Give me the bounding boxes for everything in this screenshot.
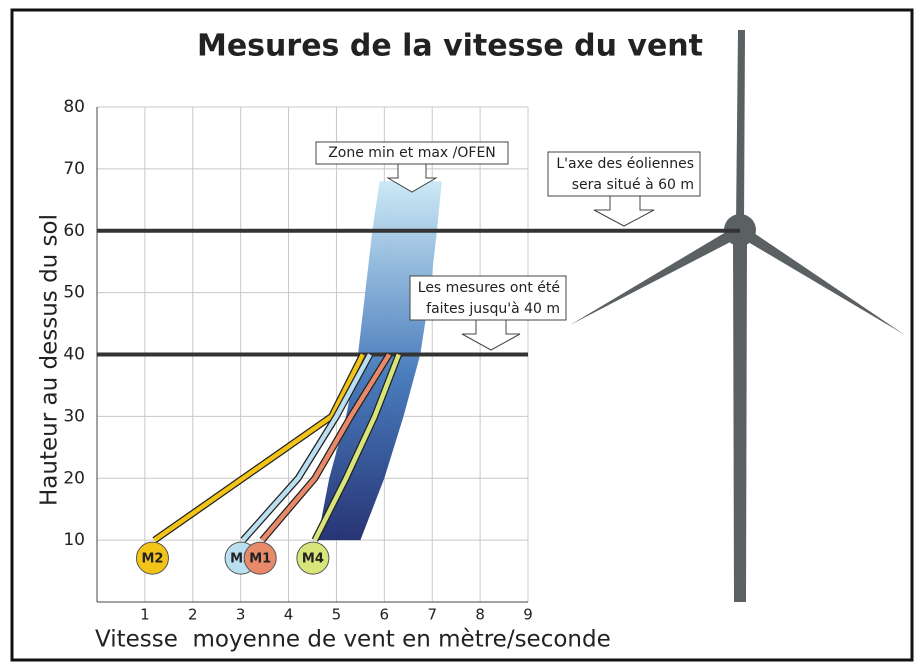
y-tick-label: 30 [63,406,85,426]
x-tick-label: 4 [284,606,294,624]
x-tick-label: 9 [523,606,533,624]
annotation: Zone min et max /OFEN [328,145,496,161]
y-axis-label: Hauteur au dessus du sol [37,214,63,506]
chart-title: Mesures de la vitesse du vent [197,29,703,64]
x-tick-label: 1 [140,606,150,624]
legend-label: M2 [141,552,163,567]
chart: Mesures de la vitesse du vent 1 2 3 4 5 6 7 8 9 1… [0,0,922,663]
annotation: L'axe des éoliennes [556,156,694,172]
x-tick-label: 8 [475,606,485,624]
y-tick-label: 60 [63,221,85,241]
annotation: sera situé à 60 m [572,177,694,193]
y-tick-label: 70 [63,159,85,179]
x-tick-label: 7 [427,606,437,624]
x-axis-label: Vitesse moyenne de vent en mètre/seconde [95,627,611,653]
y-tick-label: 10 [63,530,85,550]
legend-label: M4 [302,552,324,567]
x-tick-label: 5 [332,606,342,624]
y-tick-label: 20 [63,468,85,488]
x-tick-label: 3 [236,606,246,624]
legend-label: M1 [249,552,271,567]
x-tick-label: 6 [380,606,390,624]
annotation: faites jusqu'à 40 m [426,301,560,317]
y-tick-label: 80 [63,97,85,117]
y-tick-label: 50 [63,283,85,303]
y-tick-label: 40 [63,345,85,365]
annotation: Les mesures ont été [418,280,560,296]
x-tick-label: 2 [188,606,198,624]
